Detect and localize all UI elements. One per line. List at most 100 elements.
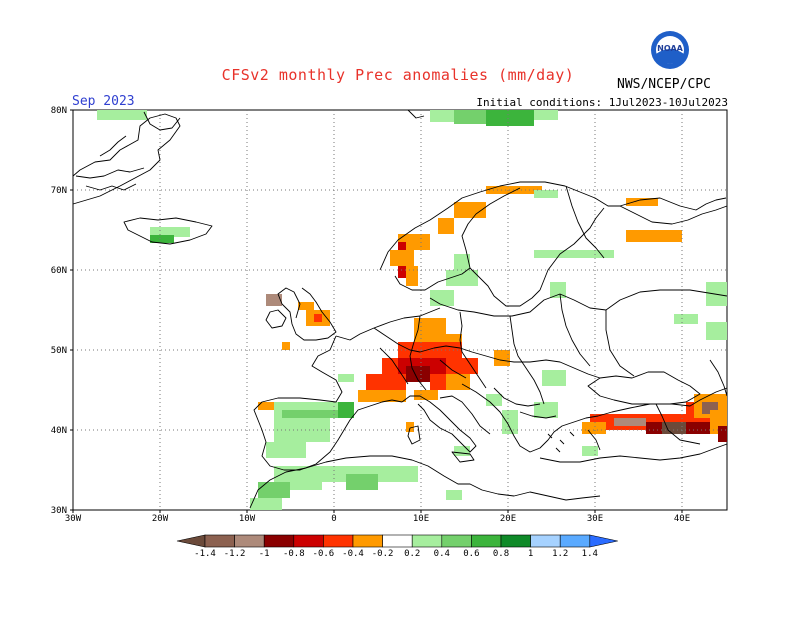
anomaly-cell bbox=[486, 394, 502, 406]
anomaly-cell bbox=[626, 198, 658, 206]
anomaly-cell bbox=[502, 410, 518, 434]
legend-swatch bbox=[441, 534, 472, 548]
map-frame bbox=[72, 109, 728, 511]
initial-conditions-label: Initial conditions: 1Jul2023-10Jul2023 bbox=[476, 96, 728, 109]
legend-tick-label: -1.4 bbox=[194, 549, 216, 559]
lat-tick-label: 40N bbox=[51, 426, 67, 436]
anomaly-cell bbox=[454, 254, 470, 270]
legend-swatch bbox=[530, 534, 561, 548]
anomaly-cell bbox=[314, 314, 322, 322]
graticule bbox=[73, 110, 727, 510]
anomaly-cell bbox=[266, 442, 306, 458]
anomaly-cell bbox=[446, 270, 478, 286]
lat-tick-label: 80N bbox=[51, 106, 67, 116]
agency-label: NWS/NCEP/CPC bbox=[617, 77, 711, 92]
anomaly-cell bbox=[486, 110, 534, 126]
anomaly-cell bbox=[338, 374, 354, 382]
anomaly-cell bbox=[282, 410, 338, 418]
anomaly-cell bbox=[438, 218, 454, 234]
legend-swatch bbox=[471, 534, 502, 548]
legend-tick-label: 0.6 bbox=[463, 549, 479, 559]
noaa-logo-text: NOAA bbox=[657, 44, 683, 53]
noaa-logo-icon: NOAA bbox=[651, 31, 689, 69]
lon-tick-label: 0 bbox=[331, 514, 336, 524]
lat-tick-label: 70N bbox=[51, 186, 67, 196]
legend-tick-label: 0.2 bbox=[404, 549, 420, 559]
anomaly-cell bbox=[282, 342, 290, 350]
lon-tick-label: 30W bbox=[65, 514, 82, 524]
legend-tick-label: 1 bbox=[528, 549, 533, 559]
legend-tick-label: 1.4 bbox=[582, 549, 598, 559]
legend-tick-label: -0.6 bbox=[313, 549, 335, 559]
anomaly-cell bbox=[406, 266, 418, 286]
anomaly-cell bbox=[706, 322, 727, 340]
legend-swatch bbox=[559, 534, 591, 548]
anomaly-cell bbox=[150, 227, 190, 237]
anomaly-cell bbox=[614, 418, 646, 426]
anomaly-cell bbox=[406, 366, 430, 382]
valid-month-label: Sep 2023 bbox=[72, 94, 135, 109]
anomaly-cell bbox=[582, 446, 598, 456]
legend-arrow-left bbox=[176, 534, 206, 548]
legend-swatch bbox=[323, 534, 354, 548]
anomaly-cell bbox=[626, 230, 682, 242]
lat-tick-label: 60N bbox=[51, 266, 67, 276]
legend-tick-label: -1 bbox=[259, 549, 270, 559]
legend-swatch bbox=[204, 534, 235, 548]
lon-tick-label: 40E bbox=[674, 514, 690, 524]
anomaly-cell bbox=[542, 370, 566, 386]
lon-tick-label: 20E bbox=[500, 514, 516, 524]
anomaly-cell bbox=[406, 422, 414, 432]
legend-swatch bbox=[411, 534, 443, 548]
legend-swatch bbox=[234, 534, 265, 548]
anomaly-cell bbox=[446, 490, 462, 500]
anomaly-cell bbox=[414, 390, 438, 400]
lon-tick-label: 10W bbox=[239, 514, 256, 524]
anomaly-cell bbox=[494, 350, 510, 366]
anomaly-cell bbox=[366, 374, 406, 390]
anomaly-cell bbox=[550, 282, 566, 298]
anomaly-cell bbox=[338, 402, 354, 418]
anomaly-cell bbox=[534, 190, 558, 198]
lat-tick-label: 50N bbox=[51, 346, 67, 356]
anomaly-cell bbox=[454, 110, 486, 124]
anomaly-cell bbox=[150, 235, 174, 243]
anomaly-cell bbox=[398, 266, 406, 278]
legend-swatch bbox=[352, 534, 383, 548]
coastlines bbox=[72, 109, 728, 509]
anomaly-cell bbox=[266, 294, 282, 306]
anomaly-cell bbox=[674, 314, 698, 324]
anomaly-cell bbox=[258, 482, 290, 498]
anomaly-cell bbox=[258, 402, 274, 410]
lon-tick-label: 20W bbox=[152, 514, 169, 524]
map-title: CFSv2 monthly Prec anomalies (mm/day) bbox=[221, 66, 575, 84]
legend-tick-label: 1.2 bbox=[552, 549, 568, 559]
legend-tick-label: -1.2 bbox=[224, 549, 246, 559]
anomaly-cell bbox=[582, 422, 606, 434]
anomaly-cell bbox=[390, 250, 414, 266]
legend-tick-label: 0.8 bbox=[493, 549, 509, 559]
anomaly-cell bbox=[430, 290, 454, 306]
legend-arrow-right bbox=[589, 534, 618, 548]
anomaly-cell bbox=[97, 110, 147, 120]
legend-tick-label: -0.2 bbox=[372, 549, 394, 559]
legend-tick-label: -0.8 bbox=[283, 549, 305, 559]
legend-tick-label: 0.4 bbox=[434, 549, 450, 559]
anomaly-cell bbox=[430, 110, 454, 122]
anomaly-cell bbox=[454, 446, 470, 456]
anomaly-cell bbox=[446, 374, 470, 390]
lon-tick-label: 10E bbox=[413, 514, 429, 524]
anomaly-cell bbox=[534, 402, 558, 418]
anomaly-cell bbox=[454, 202, 486, 218]
anomaly-cell bbox=[358, 390, 406, 402]
anomaly-cell bbox=[534, 250, 614, 258]
anomaly-cell bbox=[718, 426, 727, 442]
color-legend: -1.4 -1.2 -1 -0.8 -0.6 -0.4 -0.2 0.2 0.4 0.6 0.8 1 1… bbox=[176, 534, 618, 559]
legend-tick-label: -0.4 bbox=[342, 549, 364, 559]
anomaly-cell bbox=[298, 302, 314, 310]
legend-swatch bbox=[263, 534, 295, 548]
anomaly-cell bbox=[250, 498, 282, 510]
anomaly-cell bbox=[534, 110, 558, 120]
legend-swatch bbox=[293, 534, 324, 548]
